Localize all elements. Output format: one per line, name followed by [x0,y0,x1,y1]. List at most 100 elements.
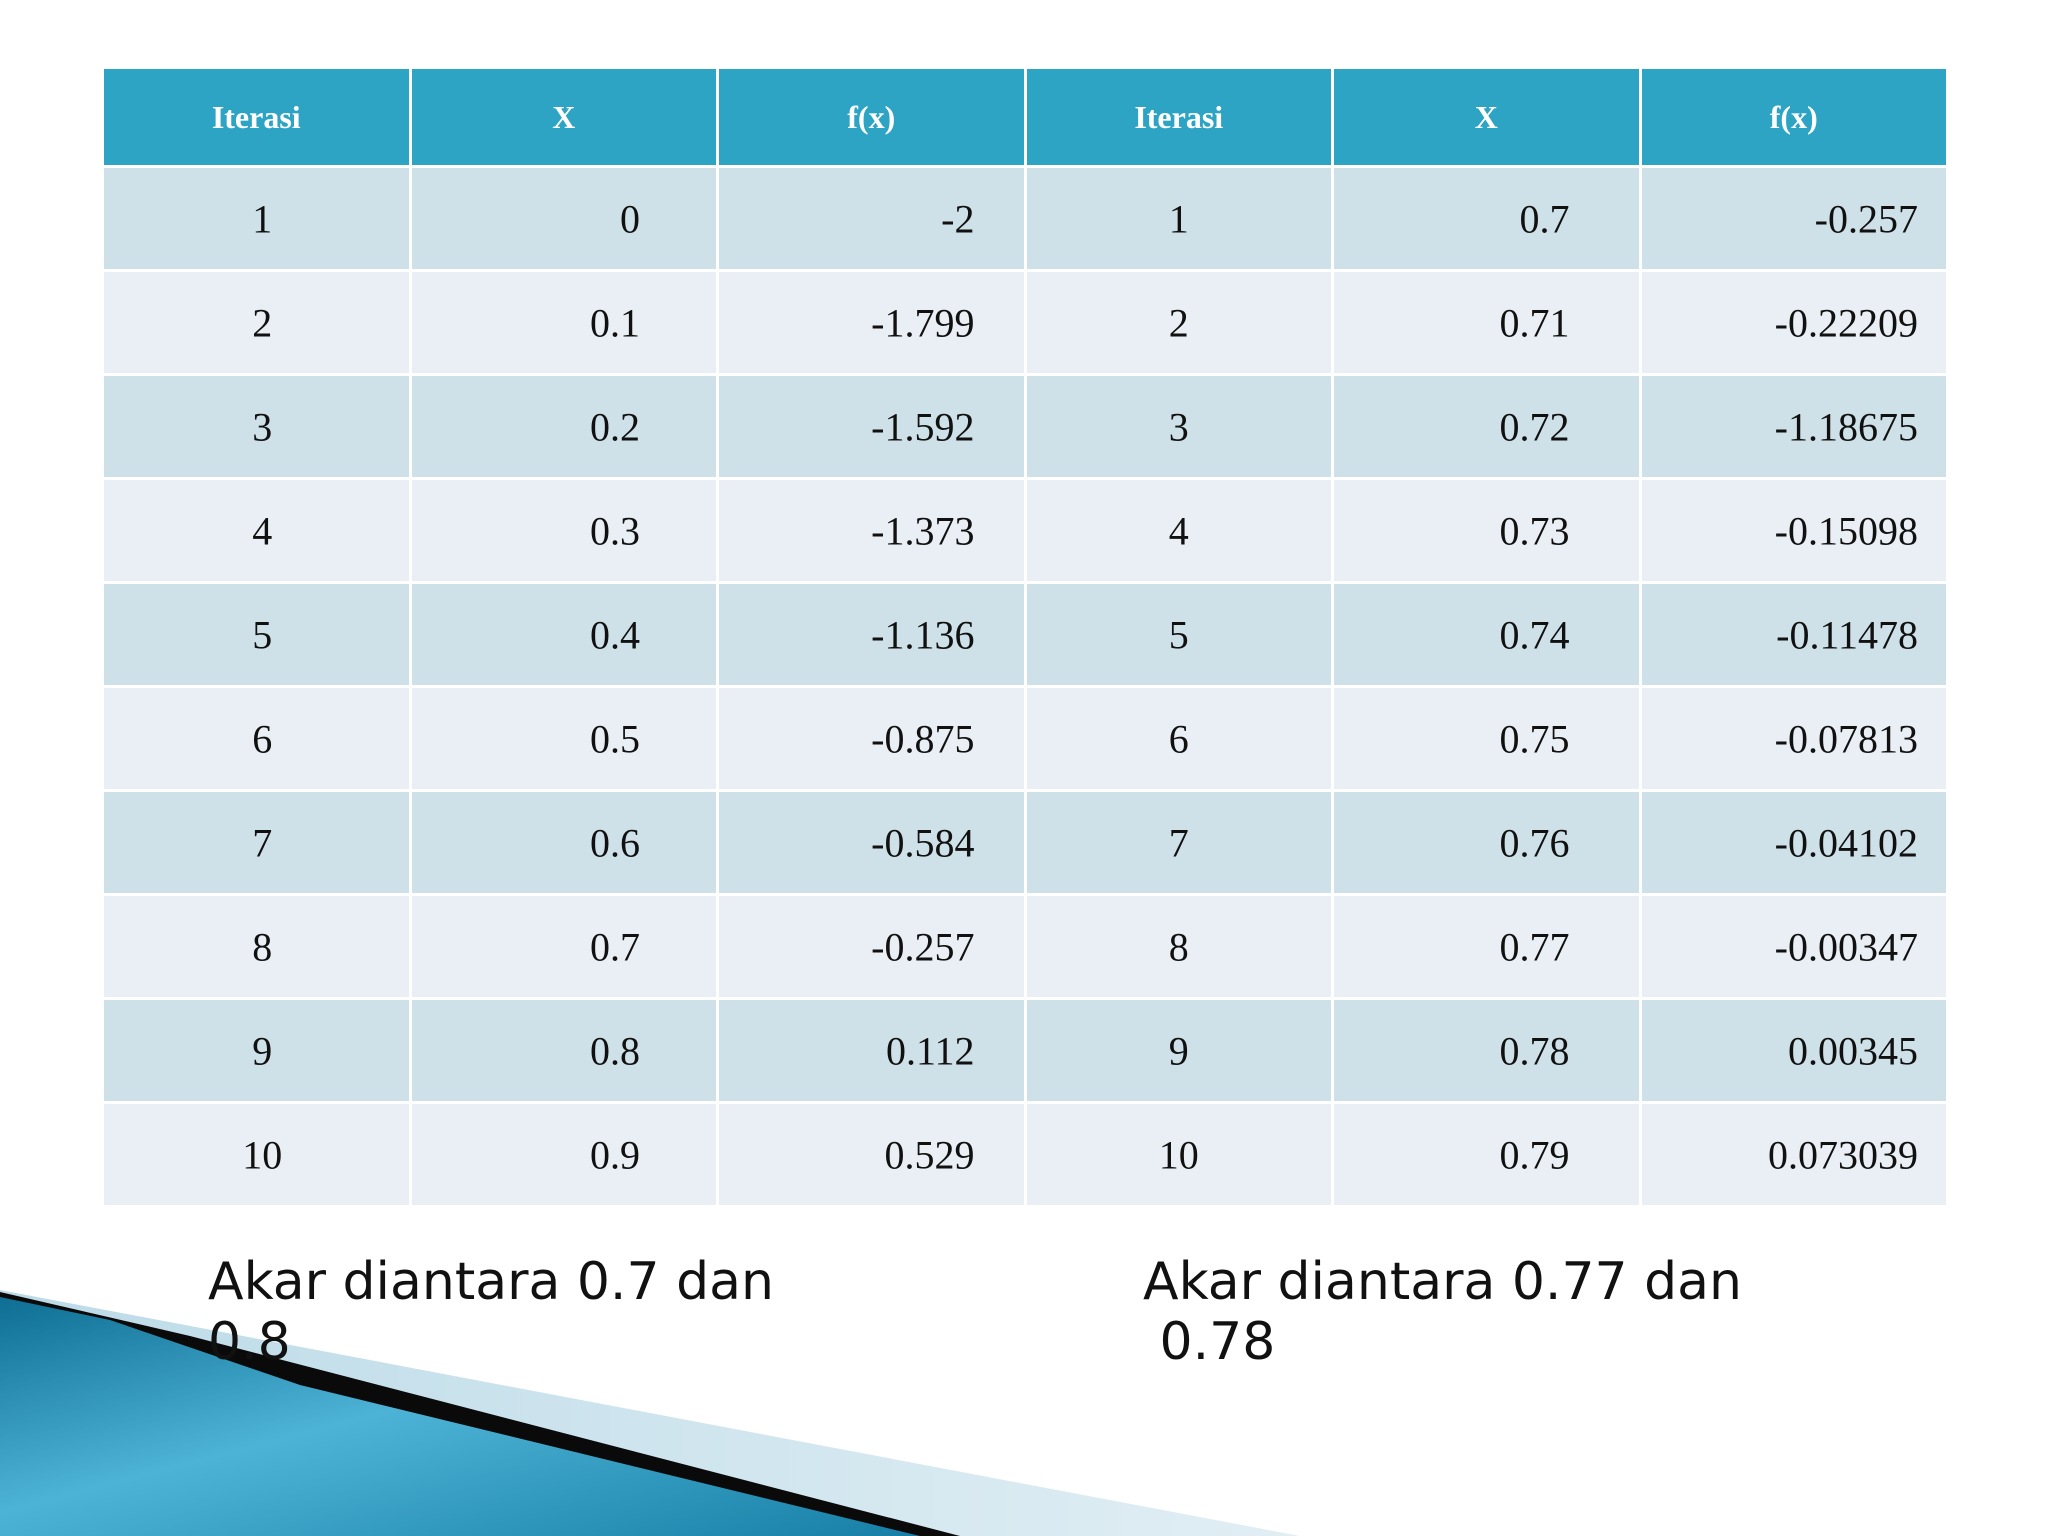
iterasi-1-cell: 4 [104,480,409,581]
cell-value: -1.592 [871,404,975,449]
x-2-cell: 0.78 [1334,1000,1639,1101]
cell-value: 5 [1168,612,1189,657]
fx-2-cell: -0.15098 [1641,480,1946,581]
cell-value: 0.5 [590,716,640,761]
iterasi-2-cell: 3 [1026,376,1331,477]
fx-2-cell: -0.22209 [1641,272,1946,373]
iterasi-1-cell: 10 [104,1104,409,1205]
cell-value: 0.73 [1499,508,1570,553]
iterasi-2-cell: 1 [1026,168,1331,269]
cell-value: 0.529 [884,1132,975,1177]
table-row: 9 0.8 0.112 9 0.78 0.00345 [104,1000,1946,1101]
cell-value: 0.74 [1499,612,1570,657]
fx-1-cell: -2 [719,168,1024,269]
iterasi-1-cell: 6 [104,688,409,789]
cell-value: -0.04102 [1774,820,1918,865]
cell-value: 3 [252,404,273,449]
x-2-cell: 0.75 [1334,688,1639,789]
cell-value: 0.72 [1499,404,1570,449]
table-row: 8 0.7 -0.257 8 0.77 -0.00347 [104,896,1946,997]
cell-value: 0.073039 [1768,1132,1918,1177]
iterasi-1-cell: 9 [104,1000,409,1101]
cell-value: 0.112 [885,1028,975,1073]
fx-1-cell: -1.799 [719,272,1024,373]
cell-value: 2 [252,300,273,345]
cell-value: 0.4 [590,612,640,657]
table-row: 4 0.3 -1.373 4 0.73 -0.15098 [104,480,1946,581]
fx-1-cell: -1.592 [719,376,1024,477]
cell-value: 0.71 [1499,300,1570,345]
iterasi-2-cell: 6 [1026,688,1331,789]
cell-value: 5 [252,612,273,657]
x-2-cell: 0.79 [1334,1104,1639,1205]
iterasi-1-cell: 2 [104,272,409,373]
x-2-cell: 0.71 [1334,272,1639,373]
cell-value: 0.77 [1499,924,1570,969]
fx-1-cell: 0.112 [719,1000,1024,1101]
cell-value: 4 [1168,508,1189,553]
table-header-row: Iterasi X f(x) Iterasi X f(x) [104,69,1946,165]
iterasi-2-cell: 8 [1026,896,1331,997]
cell-value: 7 [252,820,273,865]
table-row: 1 0 -2 1 0.7 -0.257 [104,168,1946,269]
cell-value: 6 [252,716,273,761]
iterasi-2-cell: 9 [1026,1000,1331,1101]
header-iterasi-1: Iterasi [104,69,409,165]
fx-1-cell: -0.584 [719,792,1024,893]
cell-value: -0.584 [871,820,975,865]
cell-value: 0.75 [1499,716,1570,761]
iteration-table-container: Iterasi X f(x) Iterasi X f(x) 1 0 -2 1 0.7 -0… [104,69,1952,1205]
cell-value: 9 [252,1028,273,1073]
x-1-cell: 0 [411,168,716,269]
cell-value: 0.78 [1499,1028,1570,1073]
cell-value: -0.875 [871,716,975,761]
cell-value: 3 [1168,404,1189,449]
fx-2-cell: -0.04102 [1641,792,1946,893]
cell-value: 1 [252,196,273,241]
cell-value: 0 [620,196,640,241]
cell-value: 8 [252,924,273,969]
fx-2-cell: -0.00347 [1641,896,1946,997]
iterasi-2-cell: 2 [1026,272,1331,373]
header-x-1: X [411,69,716,165]
cell-value: 0.2 [590,404,640,449]
table-row: 5 0.4 -1.136 5 0.74 -0.11478 [104,584,1946,685]
cell-value: 8 [1168,924,1189,969]
cell-value: -1.799 [871,300,975,345]
cell-value: 0.7 [1519,196,1570,241]
cell-value: -1.373 [871,508,975,553]
x-2-cell: 0.77 [1334,896,1639,997]
cell-value: -0.11478 [1776,612,1918,657]
cell-value: 0.1 [590,300,640,345]
root-note-right: Akar diantara 0.77 dan 0.78 [1143,1252,1742,1372]
iterasi-2-cell: 10 [1026,1104,1331,1205]
cell-value: 0.8 [590,1028,640,1073]
cell-value: 0.79 [1499,1132,1570,1177]
x-2-cell: 0.72 [1334,376,1639,477]
iterasi-1-cell: 3 [104,376,409,477]
cell-value: 0.00345 [1788,1028,1918,1073]
cell-value: -0.22209 [1774,300,1918,345]
x-1-cell: 0.6 [411,792,716,893]
header-x-2: X [1334,69,1639,165]
x-2-cell: 0.76 [1334,792,1639,893]
root-note-left-line2: 0.8 [208,1312,291,1372]
x-1-cell: 0.9 [411,1104,716,1205]
table-row: 6 0.5 -0.875 6 0.75 -0.07813 [104,688,1946,789]
table-row: 7 0.6 -0.584 7 0.76 -0.04102 [104,792,1946,893]
fx-1-cell: -1.136 [719,584,1024,685]
fx-2-cell: 0.073039 [1641,1104,1946,1205]
root-note-left: Akar diantara 0.7 dan 0.8 [208,1252,774,1372]
iterasi-1-cell: 5 [104,584,409,685]
iteration-table: Iterasi X f(x) Iterasi X f(x) 1 0 -2 1 0.7 -0… [101,66,1949,1208]
iterasi-1-cell: 7 [104,792,409,893]
x-1-cell: 0.8 [411,1000,716,1101]
x-1-cell: 0.7 [411,896,716,997]
cell-value: -0.15098 [1774,508,1918,553]
cell-value: -0.257 [871,924,975,969]
iterasi-2-cell: 7 [1026,792,1331,893]
header-iterasi-2: Iterasi [1026,69,1331,165]
cell-value: -2 [941,196,975,241]
root-note-right-line2: 0.78 [1143,1312,1276,1372]
root-note-right-line1: Akar diantara 0.77 dan [1143,1252,1742,1312]
